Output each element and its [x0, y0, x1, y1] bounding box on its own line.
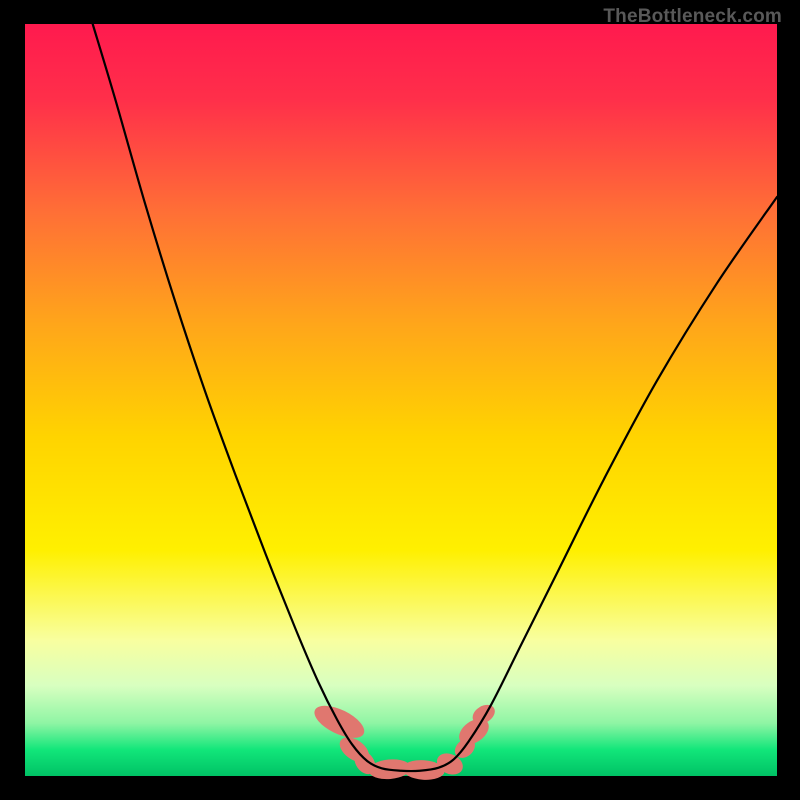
watermark-text: TheBottleneck.com [603, 6, 782, 28]
bottleneck-chart [0, 0, 800, 800]
plot-background [25, 24, 777, 776]
